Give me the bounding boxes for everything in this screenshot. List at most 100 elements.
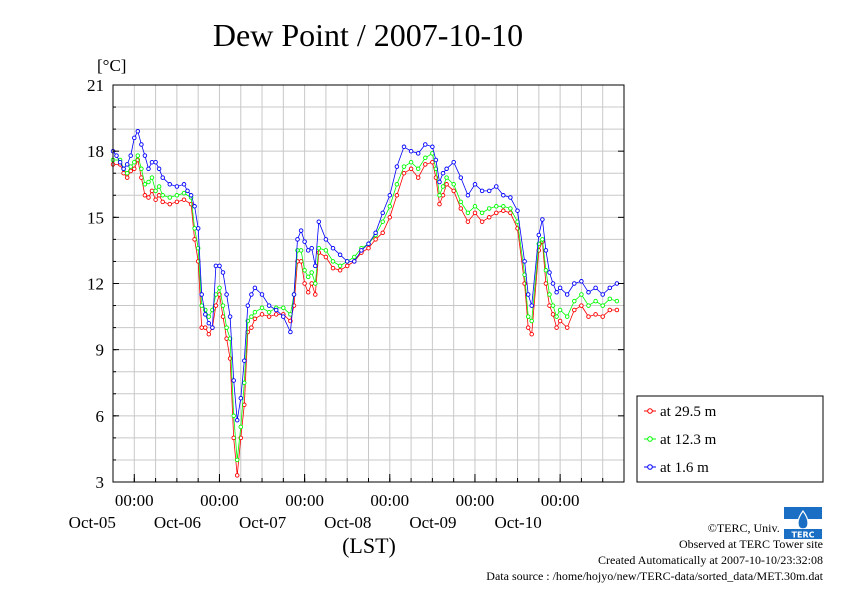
series-point — [572, 281, 577, 286]
series-point — [124, 175, 130, 180]
series-point — [433, 157, 439, 163]
x-tick-label-date: Oct-08 — [324, 513, 371, 532]
series-point — [451, 182, 456, 187]
y-tick-label: 3 — [96, 473, 105, 492]
series-point — [249, 325, 254, 330]
logo-text: TERC — [792, 531, 815, 540]
series-point — [238, 395, 244, 401]
series-point — [586, 303, 591, 308]
series-point — [117, 159, 123, 165]
series-point — [408, 166, 414, 172]
y-tick-label: 21 — [87, 76, 104, 95]
series-point — [128, 164, 133, 169]
series-point — [486, 215, 492, 220]
legend-marker — [647, 436, 653, 442]
series-point — [529, 303, 534, 308]
series-point — [330, 265, 336, 271]
series-point — [224, 292, 229, 297]
series-point — [430, 159, 435, 165]
series-line — [113, 152, 618, 460]
series-point — [206, 320, 212, 326]
legend: at 29.5 m at 12.3 m at 1.6 m — [636, 395, 824, 483]
series-point — [536, 232, 542, 238]
series-point — [135, 153, 141, 158]
x-tick-label-date: Oct-07 — [239, 513, 287, 532]
series-point — [188, 193, 194, 198]
observed-text: Observed at TERC Tower site — [678, 537, 823, 551]
series-point — [259, 305, 265, 311]
series-point — [273, 312, 279, 317]
x-tick-label-time: 00:00 — [370, 491, 409, 510]
x-tick-label-date: Oct-09 — [409, 513, 456, 532]
series-point — [437, 179, 442, 185]
series-point — [529, 318, 534, 324]
chart-title: Dew Point / 2007-10-10 — [213, 17, 523, 53]
series-point — [259, 292, 265, 297]
series-point — [298, 259, 304, 264]
series-point — [607, 296, 613, 302]
series-point — [124, 162, 130, 167]
series-point — [479, 219, 485, 224]
series-point — [394, 164, 400, 169]
series-point — [252, 309, 258, 315]
series-line — [112, 130, 618, 421]
series-point — [600, 303, 605, 308]
series-point — [128, 153, 133, 158]
y-tick-label: 6 — [96, 407, 105, 426]
series-point — [543, 248, 549, 253]
series-point — [423, 142, 428, 147]
series-point — [323, 248, 329, 253]
series-point — [508, 210, 513, 216]
series-point — [121, 170, 126, 176]
series-point — [352, 259, 357, 264]
series-point — [242, 380, 247, 386]
series-point — [206, 331, 212, 337]
series-point — [316, 245, 322, 251]
series-point — [564, 314, 570, 319]
series-point — [458, 175, 464, 180]
series-point — [181, 197, 187, 202]
series-point — [245, 303, 251, 308]
credits-block: ©TERC, Univ. Tsukuba Observed at TERC To… — [486, 520, 823, 584]
series-point — [600, 292, 605, 297]
series-point — [302, 268, 307, 273]
series-point — [203, 325, 208, 330]
series-point — [252, 316, 258, 322]
series-point — [153, 197, 158, 202]
series-point — [213, 303, 219, 308]
x-tick-label-date: Oct-05 — [69, 513, 116, 532]
series-point — [387, 204, 393, 209]
created-text: Created Automatically at 2007-10-10/23:3… — [598, 553, 823, 567]
series-point — [465, 210, 471, 216]
series-point — [501, 193, 506, 198]
series-point — [458, 206, 464, 211]
series-point — [423, 155, 428, 161]
series-point — [408, 159, 414, 165]
series-point — [142, 153, 148, 158]
x-tick-label-time: 00:00 — [285, 491, 324, 510]
series-point — [266, 303, 272, 308]
series-point — [444, 182, 449, 187]
legend-marker — [647, 464, 653, 470]
series-point — [423, 162, 428, 167]
series-point — [210, 325, 215, 330]
y-tick-label: 18 — [87, 142, 104, 161]
series-point — [458, 199, 464, 205]
series-point — [337, 263, 343, 269]
series-point — [192, 204, 197, 209]
series-point — [313, 292, 318, 297]
series-point — [550, 303, 556, 308]
series-point — [142, 193, 148, 198]
series-point — [313, 263, 318, 269]
series-point — [199, 303, 204, 308]
series-point — [564, 325, 570, 330]
series-point — [242, 358, 247, 363]
series-point — [373, 237, 378, 242]
series-point — [146, 195, 151, 200]
series-point — [486, 188, 492, 194]
series-point — [309, 270, 314, 275]
series-point — [401, 144, 407, 150]
y-tick-label: 15 — [87, 208, 104, 227]
series-layer — [110, 129, 620, 478]
x-tick-label-date: Oct-06 — [154, 513, 201, 532]
